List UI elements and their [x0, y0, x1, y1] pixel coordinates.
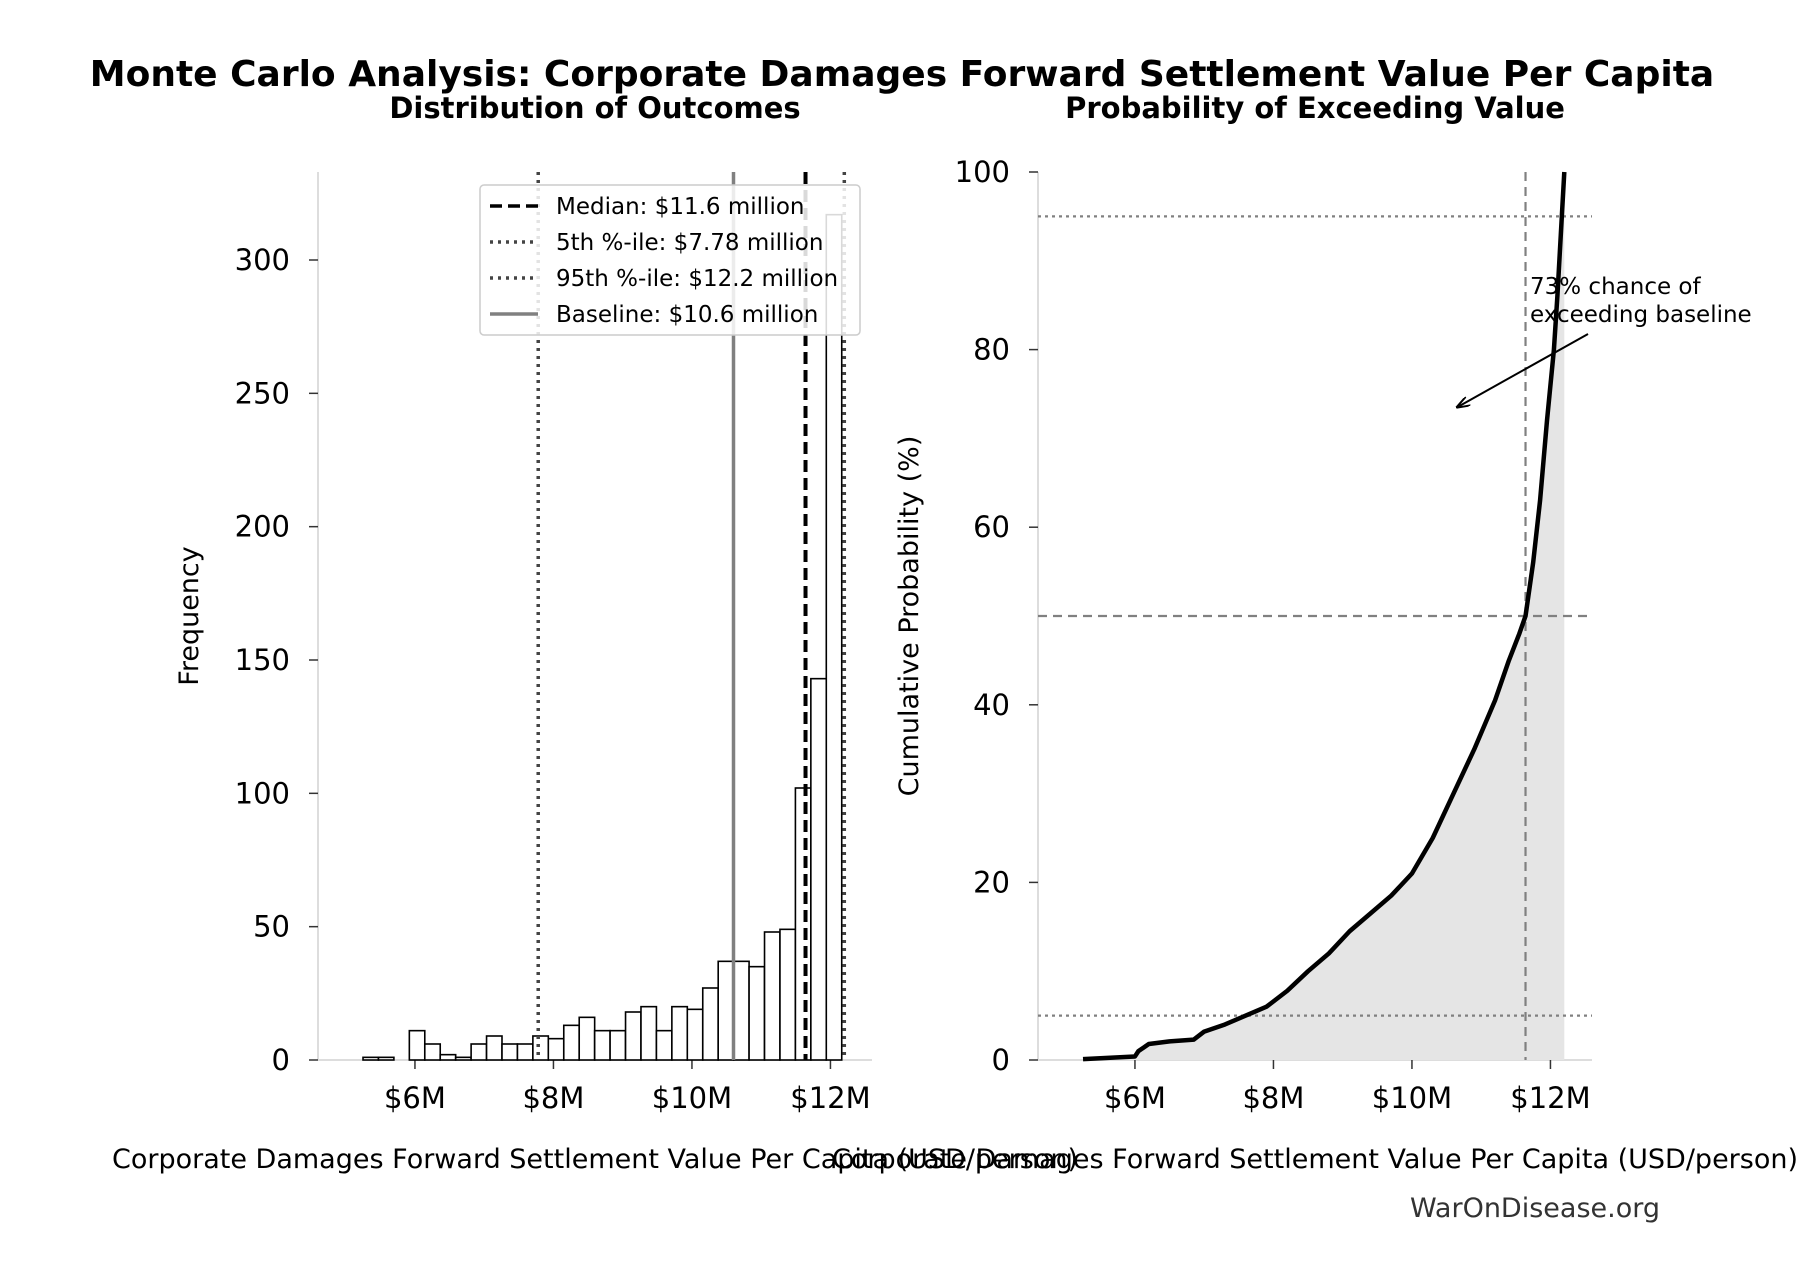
- watermark: WarOnDisease.org: [1410, 1193, 1660, 1224]
- y-tick-label: 300: [235, 243, 290, 277]
- y-tick-label: 150: [235, 643, 290, 677]
- histogram-bar: [701, 987, 719, 1061]
- y-tick-label: 60: [973, 510, 1010, 544]
- legend-box: [479, 184, 861, 336]
- histogram-bar: [578, 1016, 596, 1061]
- histogram-bar: [547, 1037, 565, 1061]
- histogram-bar: [717, 960, 735, 1061]
- histogram-bar: [377, 1056, 395, 1061]
- y-axis-label: Cumulative Probability (%): [894, 436, 925, 797]
- legend-label: 5th %-ile: $7.78 million: [556, 230, 823, 256]
- y-tick-label: 0: [992, 1043, 1010, 1077]
- x-tick-label: $12M: [790, 1081, 870, 1115]
- histogram-bar: [516, 1043, 534, 1061]
- y-tick-label: 80: [973, 333, 1010, 367]
- legend: Median: $11.6 million 5th %-ile: $7.78 mi…: [479, 184, 861, 336]
- cumulative-curve: [1082, 171, 1567, 1062]
- x-tick-label: $10M: [1372, 1081, 1452, 1115]
- legend-label: Baseline: $10.6 million: [556, 302, 818, 328]
- x-tick-label: $12M: [1510, 1081, 1590, 1115]
- y-tick-label: 250: [235, 376, 290, 410]
- cumulative-panel: 0 20 40 60 80 100 $6M $8M $10M $12M Probability of…: [832, 91, 1798, 1175]
- histogram-bar: [794, 787, 812, 1061]
- y-tick-label: 50: [253, 910, 290, 944]
- x-axis-label: Corporate Damages Forward Settlement Val…: [832, 1144, 1798, 1175]
- y-axis-label: Frequency: [174, 546, 205, 686]
- histogram-bar: [532, 1035, 550, 1061]
- y-tick-label: 100: [955, 155, 1010, 189]
- histogram-bar: [485, 1035, 503, 1061]
- histogram-bar: [732, 960, 750, 1061]
- histogram-bar: [825, 213, 843, 1061]
- histogram-bar: [609, 1029, 627, 1061]
- legend-label: Median: $11.6 million: [556, 194, 805, 220]
- histogram-bar: [671, 1005, 689, 1061]
- annotation-text-line2: exceeding baseline: [1530, 302, 1752, 328]
- histogram-bar: [624, 1011, 642, 1061]
- histogram-bar: [779, 928, 797, 1061]
- legend-label: 95th %-ile: $12.2 million: [556, 266, 838, 292]
- cumulative-area: [1083, 172, 1565, 1060]
- histogram-bar: [501, 1043, 519, 1061]
- histogram-bar: [439, 1053, 457, 1061]
- histogram-bar: [593, 1029, 611, 1061]
- histogram-bar: [640, 1005, 658, 1061]
- x-tick-label: $8M: [1242, 1081, 1304, 1115]
- histogram-bar: [810, 677, 828, 1061]
- annotation-arrow: [1457, 333, 1589, 407]
- x-tick-label: $6M: [1104, 1081, 1166, 1115]
- y-tick-label: 100: [235, 776, 290, 810]
- histogram-bar: [763, 931, 781, 1061]
- histogram-bar: [362, 1056, 380, 1061]
- x-tick-label: $6M: [384, 1081, 446, 1115]
- x-tick-label: $10M: [652, 1081, 732, 1115]
- histogram-bar: [470, 1043, 488, 1061]
- y-tick-label: 20: [973, 865, 1010, 899]
- x-axis-label: Corporate Damages Forward Settlement Val…: [112, 1144, 1078, 1175]
- y-tick-label: 200: [235, 510, 290, 544]
- x-tick-label: $8M: [522, 1081, 584, 1115]
- histogram-bar: [686, 1008, 704, 1061]
- y-tick-label: 0: [272, 1043, 290, 1077]
- histogram-bar: [748, 965, 766, 1061]
- histogram-bar: [655, 1029, 673, 1061]
- histogram-bar: [423, 1043, 442, 1061]
- histogram-bar: [408, 1029, 426, 1061]
- subplot-title: Probability of Exceeding Value: [1065, 91, 1565, 125]
- histogram-bar: [562, 1024, 581, 1061]
- y-tick-label: 40: [973, 688, 1010, 722]
- figure-title: Monte Carlo Analysis: Corporate Damages …: [90, 54, 1714, 95]
- subplot-title: Distribution of Outcomes: [389, 91, 800, 125]
- histogram-bar: [454, 1056, 472, 1061]
- annotation-text-line1: 73% chance of: [1530, 274, 1702, 300]
